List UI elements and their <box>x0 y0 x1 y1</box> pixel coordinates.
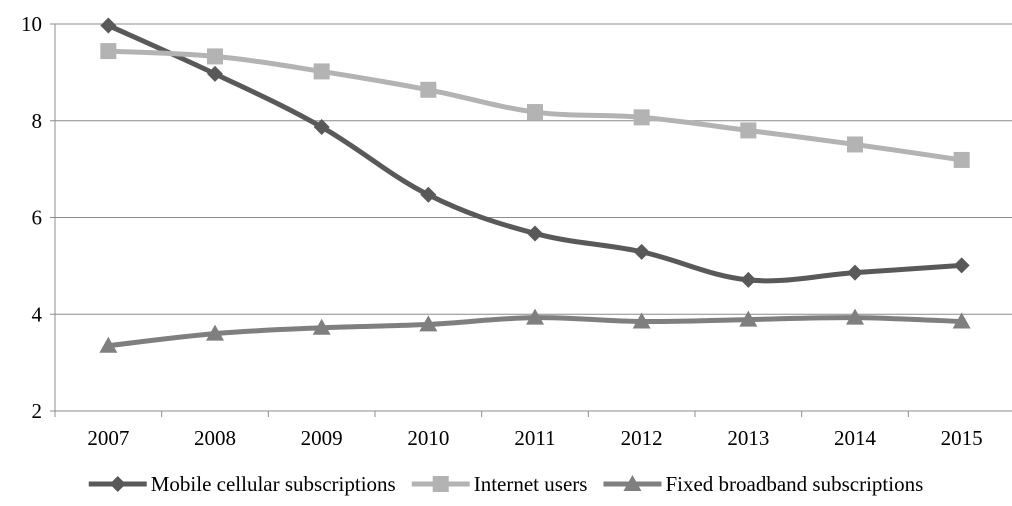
legend-item: Internet users <box>411 472 588 496</box>
data-point <box>740 122 757 139</box>
data-point <box>953 257 970 274</box>
y-tick-label: 6 <box>32 206 43 230</box>
y-tick-label: 10 <box>21 12 42 36</box>
data-point <box>846 308 864 325</box>
data-point <box>313 63 330 80</box>
x-tick-label: 2011 <box>514 426 555 450</box>
x-tick-label: 2012 <box>621 426 663 450</box>
data-point <box>526 308 544 325</box>
data-point <box>739 310 758 327</box>
legend-label: Fixed broadband subscriptions <box>665 472 923 496</box>
legend-key-marker <box>109 476 126 492</box>
series-line <box>105 22 965 284</box>
data-point <box>953 151 970 168</box>
data-point <box>419 315 438 332</box>
x-tick-label: 2007 <box>87 426 129 450</box>
data-point <box>420 81 437 98</box>
data-point <box>740 271 757 288</box>
data-point <box>100 17 117 34</box>
x-tick-label: 2013 <box>727 426 769 450</box>
series-lines <box>99 17 971 353</box>
data-point <box>207 48 223 65</box>
x-tick-label: 2009 <box>301 426 343 450</box>
axes: 2 4 6 8 10 2007 2008 2009 2010 2011 2012 2013 2014 20… <box>21 12 1012 450</box>
legend-label: Internet users <box>474 472 588 496</box>
y-tick-label: 8 <box>32 109 43 133</box>
y-tick-label: 4 <box>32 302 43 326</box>
data-point <box>206 324 224 341</box>
data-point <box>527 104 543 121</box>
data-point <box>633 243 650 260</box>
data-point <box>100 43 117 60</box>
legend-item: Fixed broadband subscriptions <box>603 472 923 496</box>
data-point <box>313 119 330 136</box>
data-point <box>847 136 863 153</box>
data-point <box>847 264 863 281</box>
x-tick-label: 2010 <box>407 426 449 450</box>
data-point <box>633 109 650 126</box>
x-tick-label: 2014 <box>834 426 877 450</box>
legend-label: Mobile cellular subscriptions <box>151 472 396 496</box>
legend-key-marker <box>432 476 449 492</box>
data-point <box>527 225 543 242</box>
data-point <box>312 318 331 335</box>
x-tick-label: 2015 <box>941 426 983 450</box>
legend-item: Mobile cellular subscriptions <box>88 472 396 496</box>
data-point <box>632 312 651 329</box>
y-tick-label: 2 <box>32 399 43 423</box>
data-point <box>420 186 437 203</box>
data-point <box>952 312 971 329</box>
legend: Mobile cellular subscriptions Internet us… <box>88 472 923 496</box>
data-point <box>99 336 118 353</box>
x-tick-label: 2008 <box>194 426 236 450</box>
data-point <box>207 65 223 82</box>
legend-key-marker <box>623 475 642 491</box>
